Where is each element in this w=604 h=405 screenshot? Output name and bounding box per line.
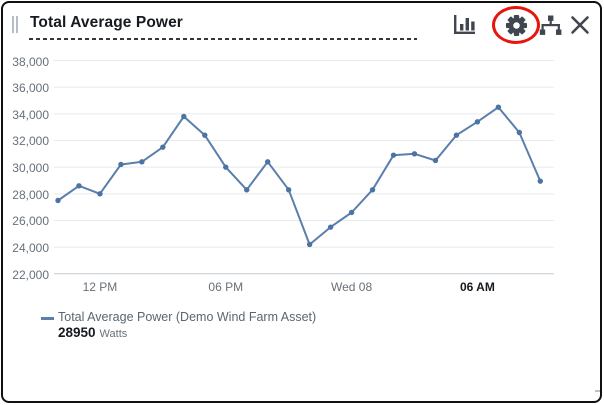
legend-series-label[interactable]: Total Average Power (Demo Wind Farm Asse… [58,310,317,324]
data-point [537,178,543,184]
y-axis-tick-label: 30,000 [12,161,49,176]
drag-handle-icon[interactable] [12,16,18,33]
data-point [139,159,145,165]
x-axis-tick-label: 06 AM [459,280,495,294]
data-point [474,119,481,125]
data-point [118,161,124,168]
data-point [97,191,103,197]
data-point [76,183,82,189]
data-point [223,164,229,170]
data-point [202,132,208,138]
data-point [390,152,397,158]
widget-title[interactable]: Total Average Power [30,14,183,31]
data-point [369,187,376,193]
resize-handle[interactable] [595,384,600,392]
close-icon[interactable] [569,14,591,36]
y-axis-tick-label: 34,000 [12,107,49,122]
data-point [55,197,61,204]
data-point [160,144,166,150]
legend-line-swatch [41,317,54,320]
y-axis-tick-label: 22,000 [12,267,49,282]
legend-value-row: 28950 Watts [58,325,127,340]
data-point [264,159,271,165]
data-point [306,241,313,248]
x-axis-tick-label: Wed 08 [330,280,373,294]
data-point [327,224,334,230]
data-point [495,104,502,110]
y-axis-tick-label: 36,000 [12,81,49,96]
legend-latest-value: 28950 [58,325,96,340]
data-point [453,132,460,138]
y-axis-tick-label: 38,000 [12,54,49,69]
data-point [516,129,523,136]
series-line [57,106,542,246]
bar-chart-icon[interactable] [453,15,478,36]
x-axis-tick-label: 06 PM [208,280,244,294]
data-point [411,151,418,157]
data-point [432,157,439,164]
line-chart-plot [54,60,554,275]
data-point [348,209,355,216]
y-axis-tick-label: 32,000 [12,134,49,149]
y-axis-tick-label: 26,000 [12,214,49,229]
y-axis-tick-label: 24,000 [12,241,49,256]
data-point [181,113,187,120]
y-axis-tick-label: 28,000 [12,187,49,202]
data-point [285,187,292,193]
gear-icon[interactable] [505,14,528,37]
x-axis-tick-label: 12 PM [82,280,118,294]
data-point [244,187,250,193]
legend-unit: Watts [99,328,128,340]
asset-tree-icon[interactable] [538,15,563,36]
title-edit-underline [29,38,417,40]
